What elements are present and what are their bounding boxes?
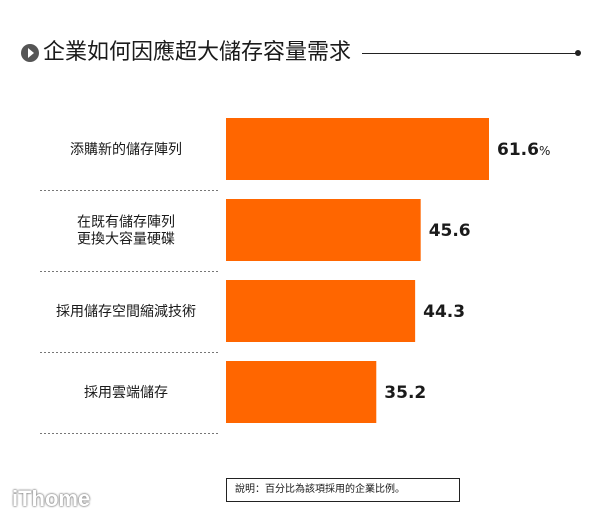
title-rule [362,53,576,54]
bar [226,280,416,342]
category-label: 更換大容量硬碟 [77,231,175,248]
value-label: 61.6% [497,140,550,160]
value-label: 35.2 [384,383,426,403]
footnote: 說明：百分比為該項採用的企業比例。 [226,478,460,502]
ithome-logo: iThome [12,486,91,511]
category-label: 在既有儲存陣列 [77,215,175,231]
category-label: 添購新的儲存陣列 [70,142,182,158]
chart-title: 企業如何因應超大儲存容量需求 [43,40,352,65]
arrow-bullet-icon [21,44,39,62]
value-label: 45.6 [429,221,471,241]
bar [226,199,421,261]
category-label: 採用儲存空間縮減技術 [56,303,196,320]
chart-title-row: 企業如何因應超大儲存容量需求 [20,38,586,68]
bar [226,118,489,180]
title-rule-dot [575,50,581,56]
value-label: 44.3 [423,302,465,322]
category-label: 採用雲端儲存 [84,385,168,401]
unit-label: % [539,144,550,158]
bar [226,361,377,423]
